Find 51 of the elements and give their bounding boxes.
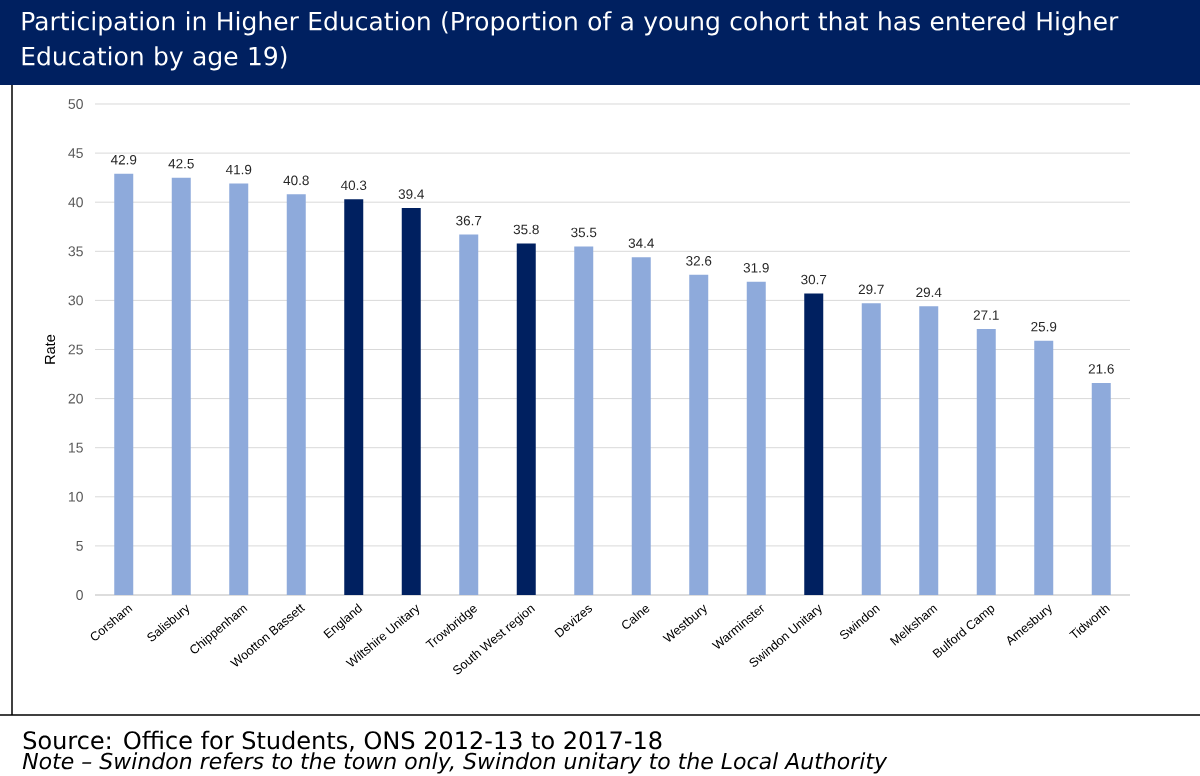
y-tick-label: 30 bbox=[68, 295, 83, 306]
bar bbox=[459, 234, 479, 595]
data-label: 40.8 bbox=[283, 175, 309, 186]
bar bbox=[286, 194, 306, 595]
data-label: 42.5 bbox=[168, 158, 194, 169]
data-label: 35.8 bbox=[513, 224, 539, 235]
bar bbox=[746, 281, 766, 595]
bar bbox=[689, 274, 709, 595]
bar bbox=[401, 208, 421, 595]
data-label: 29.4 bbox=[916, 287, 942, 298]
data-label: 25.9 bbox=[1031, 321, 1057, 332]
data-label: 35.5 bbox=[571, 227, 597, 238]
bar bbox=[861, 303, 881, 595]
bar bbox=[919, 306, 939, 595]
data-label: 32.6 bbox=[686, 256, 712, 266]
bar bbox=[976, 328, 996, 595]
data-label: 29.7 bbox=[858, 284, 884, 295]
y-axis-title: Rate bbox=[44, 334, 56, 364]
y-tick-label: 35 bbox=[68, 246, 83, 257]
bar bbox=[1091, 382, 1111, 595]
data-label: 39.4 bbox=[398, 189, 424, 199]
bar bbox=[631, 257, 651, 595]
bar bbox=[171, 177, 191, 595]
y-tick-label: 20 bbox=[68, 393, 83, 404]
bar bbox=[229, 183, 249, 595]
y-tick-label: 45 bbox=[68, 148, 83, 158]
text: Note – Swindon refers to the town only, Swindon unitary to the Local Authority bbox=[22, 752, 888, 774]
data-label: 30.7 bbox=[801, 274, 827, 285]
data-label: 42.9 bbox=[110, 154, 137, 165]
y-tick-label: 15 bbox=[68, 442, 83, 453]
y-tick-label: 0 bbox=[76, 590, 83, 600]
data-label: 36.7 bbox=[456, 215, 482, 226]
y-tick-label: 50 bbox=[68, 99, 83, 109]
bar bbox=[344, 199, 364, 595]
source-note: Source: Office for Students, ONS 2012-13 to 2017-18 bbox=[23, 730, 662, 752]
bar bbox=[114, 173, 134, 595]
data-label: 40.3 bbox=[340, 180, 367, 191]
y-tick-label: 40 bbox=[68, 197, 83, 208]
bar bbox=[516, 243, 536, 595]
bar bbox=[1034, 340, 1054, 595]
y-tick-label: 10 bbox=[68, 491, 83, 502]
data-label: 31.9 bbox=[743, 262, 769, 273]
bar bbox=[804, 293, 824, 595]
data-label: 27.1 bbox=[973, 310, 999, 320]
y-tick-label: 25 bbox=[68, 344, 83, 355]
data-label: 21.6 bbox=[1088, 364, 1114, 374]
bar bbox=[574, 246, 594, 595]
chart-title: Participation in Higher Education (Proportion of a young cohort that has entered Higher Education by age 19) bbox=[22, 11, 1119, 71]
y-tick-label: 5 bbox=[76, 541, 83, 551]
data-label: 41.9 bbox=[225, 164, 252, 175]
data-label: 34.4 bbox=[628, 238, 654, 248]
